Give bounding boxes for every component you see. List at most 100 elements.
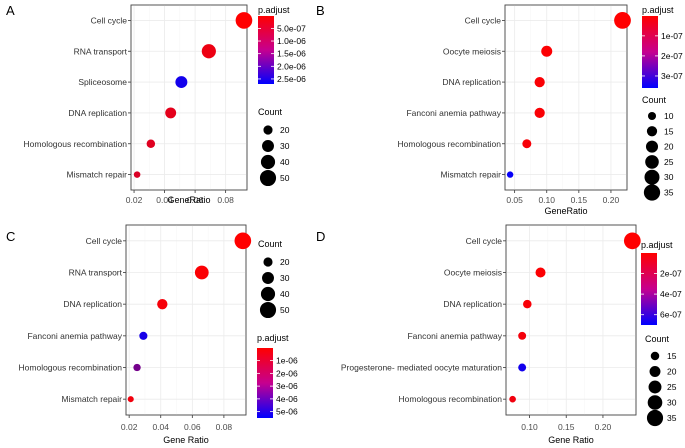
data-point [509, 395, 516, 403]
panel-letter: C [6, 229, 15, 244]
size-legend-label: 30 [664, 172, 674, 182]
data-point [623, 232, 641, 250]
category-label: Cell cycle [86, 236, 123, 246]
size-legend-dot [262, 140, 274, 152]
panel-letter: D [316, 229, 325, 244]
category-label: Homologous recombination [399, 394, 503, 404]
size-legend-label: 15 [667, 351, 677, 361]
size-legend-label: 20 [664, 142, 674, 152]
size-legend-dot [260, 154, 276, 170]
size-legend-label: 30 [667, 398, 677, 408]
data-point [175, 76, 188, 89]
category-label: Progesterone- mediated oocyte maturation [341, 363, 502, 373]
category-label: Oocyte meiosis [444, 268, 502, 278]
size-legend-dot [263, 257, 273, 267]
size-legend-dot [649, 366, 661, 377]
color-legend-label: 4e-07 [660, 289, 682, 299]
plot-border [504, 4, 628, 191]
plot-area [125, 224, 247, 416]
category-label: Cell cycle [466, 236, 503, 246]
x-tick-label: 0.15 [571, 195, 588, 205]
data-point [506, 171, 514, 178]
panel-letter: B [316, 3, 325, 18]
plot-border [505, 224, 637, 416]
x-tick-label: 0.08 [216, 422, 233, 432]
color-legend-label: 2.5e-06 [277, 74, 306, 84]
size-legend-label: 30 [280, 141, 290, 151]
color-legend-label: 2.0e-06 [277, 61, 306, 71]
color-legend-label: 5.0e-07 [277, 23, 306, 33]
size-legend-dot [259, 169, 277, 187]
color-legend-label: 5e-06 [276, 407, 298, 417]
plot-area [130, 4, 248, 191]
color-legend-label: 1e-07 [661, 31, 683, 41]
category-label: DNA replication [442, 77, 501, 87]
data-point [133, 363, 141, 372]
category-label: Cell cycle [465, 15, 502, 25]
size-legend-title: Count [258, 107, 283, 117]
x-tick-label: 0.06 [184, 422, 201, 432]
size-legend-dot [259, 301, 277, 319]
category-label: Cell cycle [91, 15, 128, 25]
data-point [534, 107, 545, 119]
category-label: Fanconi anemia pathway [27, 331, 122, 341]
color-bar [258, 16, 274, 84]
size-legend-label: 25 [664, 157, 674, 167]
data-point [157, 298, 168, 310]
category-label: DNA replication [443, 299, 502, 309]
category-label: Homologous recombination [24, 139, 128, 149]
color-legend-title: p.adjust [642, 5, 674, 15]
color-legend-title: p.adjust [641, 240, 673, 250]
size-legend-label: 35 [667, 413, 677, 423]
category-label: Fanconi anemia pathway [407, 331, 502, 341]
size-legend-label: 40 [280, 157, 290, 167]
x-axis-title: Gene Ratio [163, 435, 209, 445]
panel-d: D 0.10 0.15 0.20 Cell cycle Oocyte meiosis DNA… [316, 224, 682, 445]
category-label: RNA transport [74, 46, 128, 56]
data-point [518, 331, 527, 340]
panel-letter: A [6, 3, 15, 18]
color-legend-label: 3e-06 [276, 381, 298, 391]
data-point [165, 107, 177, 119]
x-tick-label: 0.04 [156, 195, 173, 205]
plot-border [125, 224, 247, 416]
data-point [614, 12, 631, 29]
size-legend-dot [644, 169, 660, 185]
x-tick-label: 0.20 [603, 195, 620, 205]
category-label: Homologous recombination [19, 363, 123, 373]
size-legend-dot [260, 286, 276, 302]
data-point [235, 12, 253, 29]
data-point [541, 45, 553, 57]
size-legend-label: 30 [280, 273, 290, 283]
category-label: Spliceosome [78, 77, 127, 87]
color-legend-label: 1.5e-06 [277, 49, 306, 59]
color-legend-label: 2e-07 [661, 51, 683, 61]
color-legend-label: 6e-07 [660, 310, 682, 320]
plot-border [130, 4, 248, 191]
data-point [523, 299, 532, 309]
color-legend-label: 4e-06 [276, 394, 298, 404]
size-legend-title: Count [642, 95, 667, 105]
category-label: Mismatch repair [67, 170, 128, 180]
size-legend-dot [262, 272, 274, 284]
category-label: DNA replication [68, 108, 127, 118]
color-legend-label: 2e-06 [276, 368, 298, 378]
size-legend-label: 20 [280, 257, 290, 267]
size-legend-label: 20 [280, 125, 290, 135]
size-legend-title: Count [645, 334, 670, 344]
panel-a: A 0.02 0.04 0.06 0.08 Cell cycle RNA transport… [6, 3, 306, 205]
size-legend-dot [645, 140, 659, 153]
data-point [133, 171, 141, 178]
category-label: Homologous recombination [398, 139, 502, 149]
size-legend-label: 15 [664, 126, 674, 136]
x-tick-label: 0.05 [506, 195, 523, 205]
x-tick-label: 0.15 [558, 422, 575, 432]
x-tick-label: 0.06 [187, 195, 204, 205]
x-axis-title: GeneRatio [167, 195, 210, 205]
size-legend-dot [646, 409, 664, 427]
x-tick-label: 0.10 [538, 195, 555, 205]
color-legend-label: 1e-06 [276, 356, 298, 366]
size-legend-dot [263, 125, 273, 135]
category-label: Oocyte meiosis [443, 46, 501, 56]
